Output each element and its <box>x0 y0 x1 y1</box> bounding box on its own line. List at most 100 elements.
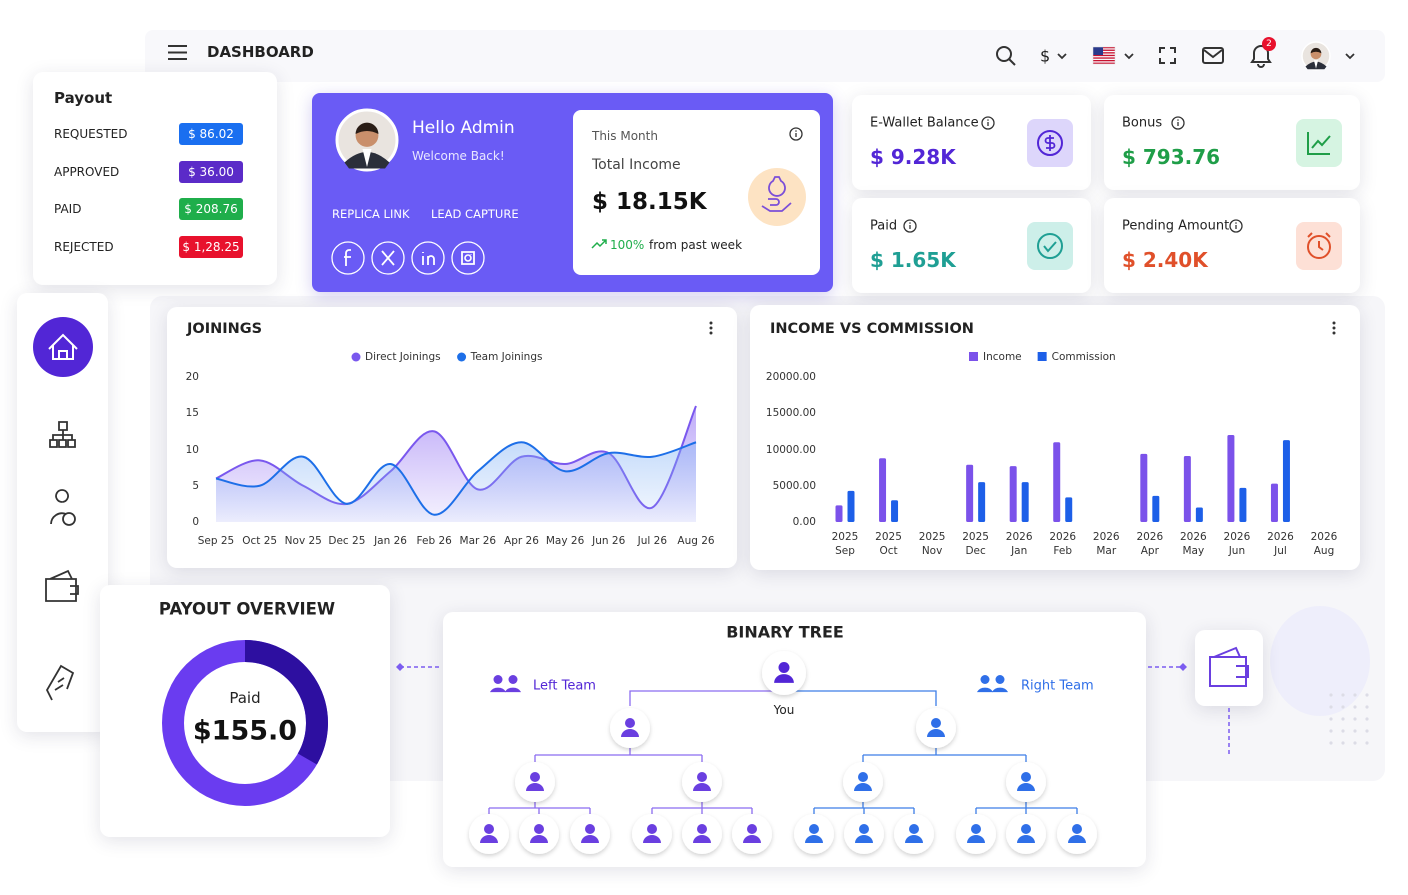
fullscreen-icon <box>1159 47 1176 64</box>
donut-label: Paid <box>229 689 261 707</box>
nav-home[interactable] <box>33 317 93 377</box>
tree-title: BINARY TREE <box>726 622 844 642</box>
legend-label: Team Joinings <box>470 351 543 363</box>
x-tick-label: Feb 26 <box>416 535 452 547</box>
notification-badge <box>1262 37 1276 51</box>
legend-label: Direct Joinings <box>365 351 441 363</box>
social-icon <box>461 251 475 265</box>
header-band <box>145 30 1385 82</box>
nav-user-icon[interactable] <box>50 489 69 525</box>
stat-icon <box>1307 132 1331 155</box>
income-period: This Month <box>592 129 658 143</box>
person-head <box>1021 772 1031 782</box>
y-tick-label: 20 <box>185 371 199 383</box>
legend-label: Commission <box>1051 351 1116 363</box>
income-change: 100% <box>610 238 645 252</box>
bar <box>847 490 855 522</box>
greeting: Hello Admin <box>412 118 515 138</box>
x-tick-label: Dec 25 <box>328 535 366 547</box>
tree-connector <box>488 802 591 814</box>
nav-tree-icon[interactable] <box>49 421 76 448</box>
legend-swatch <box>969 352 978 361</box>
dot-pattern <box>1341 717 1345 721</box>
lead-capture-link[interactable]: LEAD CAPTURE <box>431 207 519 221</box>
stat-label: Pending Amount <box>1122 218 1230 234</box>
social-button[interactable] <box>331 241 365 275</box>
stat-label: Paid <box>870 218 898 234</box>
tree-connector <box>784 690 937 706</box>
person-head <box>747 824 757 834</box>
social-button[interactable] <box>371 241 405 275</box>
x-tick-label: 2026 Mar <box>1092 531 1120 557</box>
info-icon <box>1235 222 1237 224</box>
flag-stripe <box>1093 49 1115 51</box>
nav-payment-icon[interactable] <box>45 664 75 701</box>
stat-amount: $ 793.76 <box>1122 145 1221 169</box>
person-head <box>909 824 919 834</box>
y-tick-label: 15000.00 <box>765 407 816 420</box>
dot-pattern <box>1365 705 1369 709</box>
stat-icon <box>1307 232 1331 251</box>
person-body <box>855 835 873 843</box>
x-tick-label: 2026 Jul <box>1267 531 1294 557</box>
connector-dot <box>1179 663 1187 671</box>
person-head <box>971 824 981 834</box>
x-tick-label: 2026 Feb <box>1049 531 1077 557</box>
avatar-hair <box>355 122 379 134</box>
bar <box>1282 440 1290 522</box>
x-tick-label: 2026 Jun <box>1223 531 1251 557</box>
person-head <box>1021 824 1031 834</box>
bar <box>1183 456 1191 522</box>
bar <box>1140 453 1148 522</box>
stat-icon <box>1037 233 1063 259</box>
stat-icon <box>1307 235 1331 259</box>
person-head <box>585 824 595 834</box>
flag-stripe <box>1093 47 1115 49</box>
chevron <box>1124 53 1134 60</box>
info-icon <box>903 219 917 233</box>
social-button[interactable] <box>411 241 445 275</box>
person-body <box>991 687 1009 693</box>
social-button[interactable] <box>451 241 485 275</box>
income-icon-bg <box>748 168 806 226</box>
person-head <box>859 824 869 834</box>
person-body <box>693 783 711 791</box>
person-head <box>1072 824 1082 834</box>
dot-pattern <box>1353 717 1357 721</box>
replica-link[interactable]: REPLICA LINK <box>332 207 410 221</box>
person-head <box>493 675 503 684</box>
person-head <box>809 824 819 834</box>
person-head <box>508 675 518 684</box>
stat-label: E-Wallet Balance <box>870 115 979 131</box>
person-head <box>647 824 657 834</box>
person-head <box>931 718 941 728</box>
chevron <box>1345 53 1355 60</box>
tree-connector <box>813 802 915 814</box>
bell-icon <box>1250 45 1272 68</box>
dot-pattern <box>1329 693 1333 697</box>
person-body <box>621 729 639 737</box>
person-body <box>581 835 599 843</box>
person-body <box>1017 835 1035 843</box>
person-body <box>530 835 548 843</box>
bar <box>1021 482 1029 522</box>
dot-pattern <box>1353 693 1357 697</box>
person-body <box>1017 783 1035 791</box>
payout-badge <box>179 160 243 183</box>
y-tick-label: 10 <box>185 443 199 456</box>
flag-stripe <box>1093 54 1115 57</box>
chart-menu <box>1332 326 1336 330</box>
stat-amount: $ 9.28K <box>870 145 956 169</box>
income-amount: $ 18.15K <box>592 189 707 215</box>
left-team-label: Left Team <box>533 678 596 694</box>
person-head <box>625 718 635 728</box>
person-body <box>526 783 544 791</box>
person-body <box>1068 835 1086 843</box>
avatar-hair <box>1310 47 1322 54</box>
nav-wallet-icon[interactable] <box>45 569 79 602</box>
stat-icon <box>1037 130 1063 156</box>
person-head <box>534 824 544 834</box>
bar <box>1270 483 1278 522</box>
person-head <box>858 772 868 782</box>
social-icon <box>381 250 395 266</box>
